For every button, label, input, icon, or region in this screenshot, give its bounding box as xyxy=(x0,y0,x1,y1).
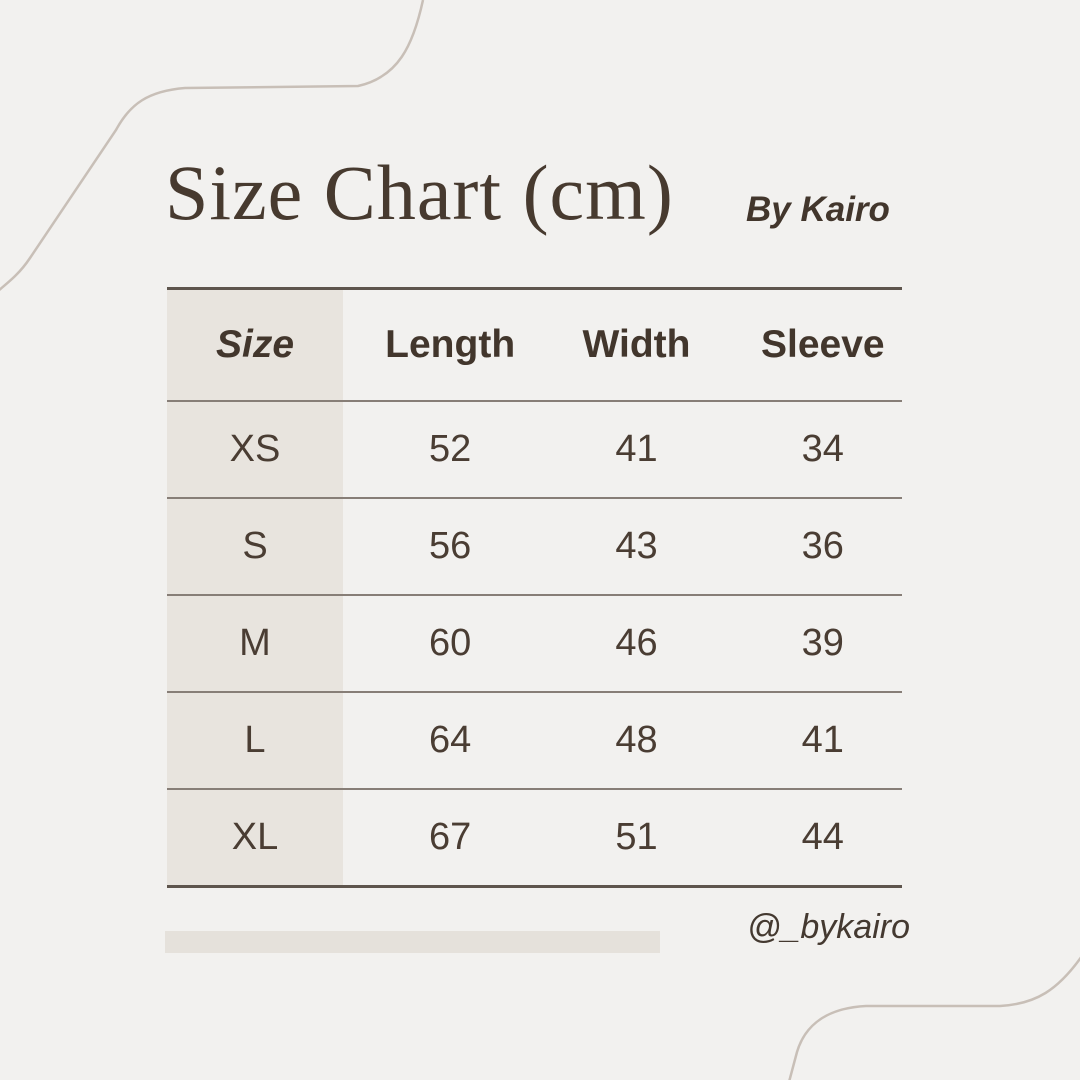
width-cell: 48 xyxy=(615,719,658,761)
table-row: M 60 46 39 xyxy=(167,596,902,693)
length-cell: 60 xyxy=(429,622,472,664)
column-header-width: Width xyxy=(582,323,691,366)
length-cell: 67 xyxy=(429,816,472,858)
social-handle: @_bykairo xyxy=(746,908,910,946)
column-header-length: Length xyxy=(385,323,516,366)
bottom-right-curve xyxy=(788,956,1080,1080)
size-cell: L xyxy=(167,693,343,788)
sleeve-cell: 41 xyxy=(801,719,844,761)
width-cell: 41 xyxy=(615,428,658,470)
sleeve-cell: 36 xyxy=(801,525,844,567)
top-left-curve xyxy=(0,0,425,291)
column-header-size: Size xyxy=(167,290,343,400)
sleeve-cell: 44 xyxy=(801,816,844,858)
length-cell: 52 xyxy=(429,428,472,470)
brand-byline: By Kairo xyxy=(746,190,890,229)
table-row: XL 67 51 44 xyxy=(167,790,902,888)
size-chart-table: Size Length Width Sleeve XS 52 41 34 S 5… xyxy=(167,287,902,888)
length-cell: 64 xyxy=(429,719,472,761)
size-cell: S xyxy=(167,499,343,594)
table-header-row: Size Length Width Sleeve xyxy=(167,290,902,402)
table-row: L 64 48 41 xyxy=(167,693,902,790)
column-header-sleeve: Sleeve xyxy=(761,323,885,366)
footer-accent-bar xyxy=(165,931,660,953)
length-cell: 56 xyxy=(429,525,472,567)
size-cell: M xyxy=(167,596,343,691)
table-row: XS 52 41 34 xyxy=(167,402,902,499)
table-row: S 56 43 36 xyxy=(167,499,902,596)
width-cell: 51 xyxy=(615,816,658,858)
sleeve-cell: 39 xyxy=(801,622,844,664)
page-title: Size Chart (cm) xyxy=(165,149,674,236)
sleeve-cell: 34 xyxy=(801,428,844,470)
size-cell: XL xyxy=(167,790,343,885)
width-cell: 43 xyxy=(615,525,658,567)
size-cell: XS xyxy=(167,402,343,497)
width-cell: 46 xyxy=(615,622,658,664)
